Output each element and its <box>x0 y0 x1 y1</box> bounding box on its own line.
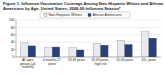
chart-svg: Figure 1. Influenza Vaccination Coverage… <box>0 0 165 76</box>
tick-label: 20 <box>11 48 15 52</box>
bar <box>149 38 156 57</box>
chart: Figure 1. Influenza Vaccination Coverage… <box>0 0 165 76</box>
title: Figure 1. Influenza Vaccination Coverage… <box>3 1 164 11</box>
grid-line <box>16 57 161 58</box>
legend-label: African Americans <box>93 13 122 17</box>
grid-line <box>16 49 161 50</box>
category-label: 65+ years <box>142 58 156 62</box>
bar <box>52 47 59 57</box>
bar <box>69 48 76 57</box>
category-label: 6 months-17 years <box>43 58 62 66</box>
grid-line <box>16 34 161 35</box>
bar <box>45 48 52 57</box>
category-label: 18-49 years, high risk <box>91 58 110 66</box>
tick-label: 100 <box>9 18 15 22</box>
background <box>0 0 165 76</box>
tick-label: 0 <box>13 55 15 59</box>
category-label: All ages groups (≥6 months) <box>20 58 36 69</box>
text-line: Americans by Age, United States, 2008-09… <box>3 6 121 11</box>
grid-line <box>16 27 161 28</box>
bar <box>21 43 28 57</box>
grid-line <box>16 42 161 43</box>
bar <box>117 40 124 57</box>
bar <box>76 50 83 57</box>
x-axis <box>16 57 161 58</box>
tick-label: 80 <box>11 26 15 30</box>
grid-line <box>16 20 161 21</box>
text-line: years <box>48 62 56 66</box>
tick-label: 60 <box>11 33 15 37</box>
legend-box <box>40 12 130 18</box>
bar <box>93 44 100 57</box>
bar <box>28 46 35 57</box>
legend-swatch <box>44 14 47 17</box>
text-line: 50-64 years <box>116 58 133 62</box>
category-label: 18-49 years <box>68 58 85 62</box>
bar <box>125 44 132 57</box>
bars <box>21 32 157 57</box>
legend-swatch <box>88 14 91 17</box>
text-line: 65+ years <box>142 58 156 62</box>
legend: Non-Hispanic Whites African Americans <box>40 12 130 18</box>
text-line: 18-49 years <box>68 58 85 62</box>
bar <box>141 32 148 57</box>
y-axis <box>16 20 17 57</box>
bar <box>101 45 108 57</box>
text-line: months) <box>22 65 34 69</box>
legend-label: Non-Hispanic Whites <box>49 13 83 17</box>
tick-label: 40 <box>11 40 15 44</box>
category-label: 50-64 years <box>116 58 133 62</box>
text-line: high risk <box>95 62 107 66</box>
